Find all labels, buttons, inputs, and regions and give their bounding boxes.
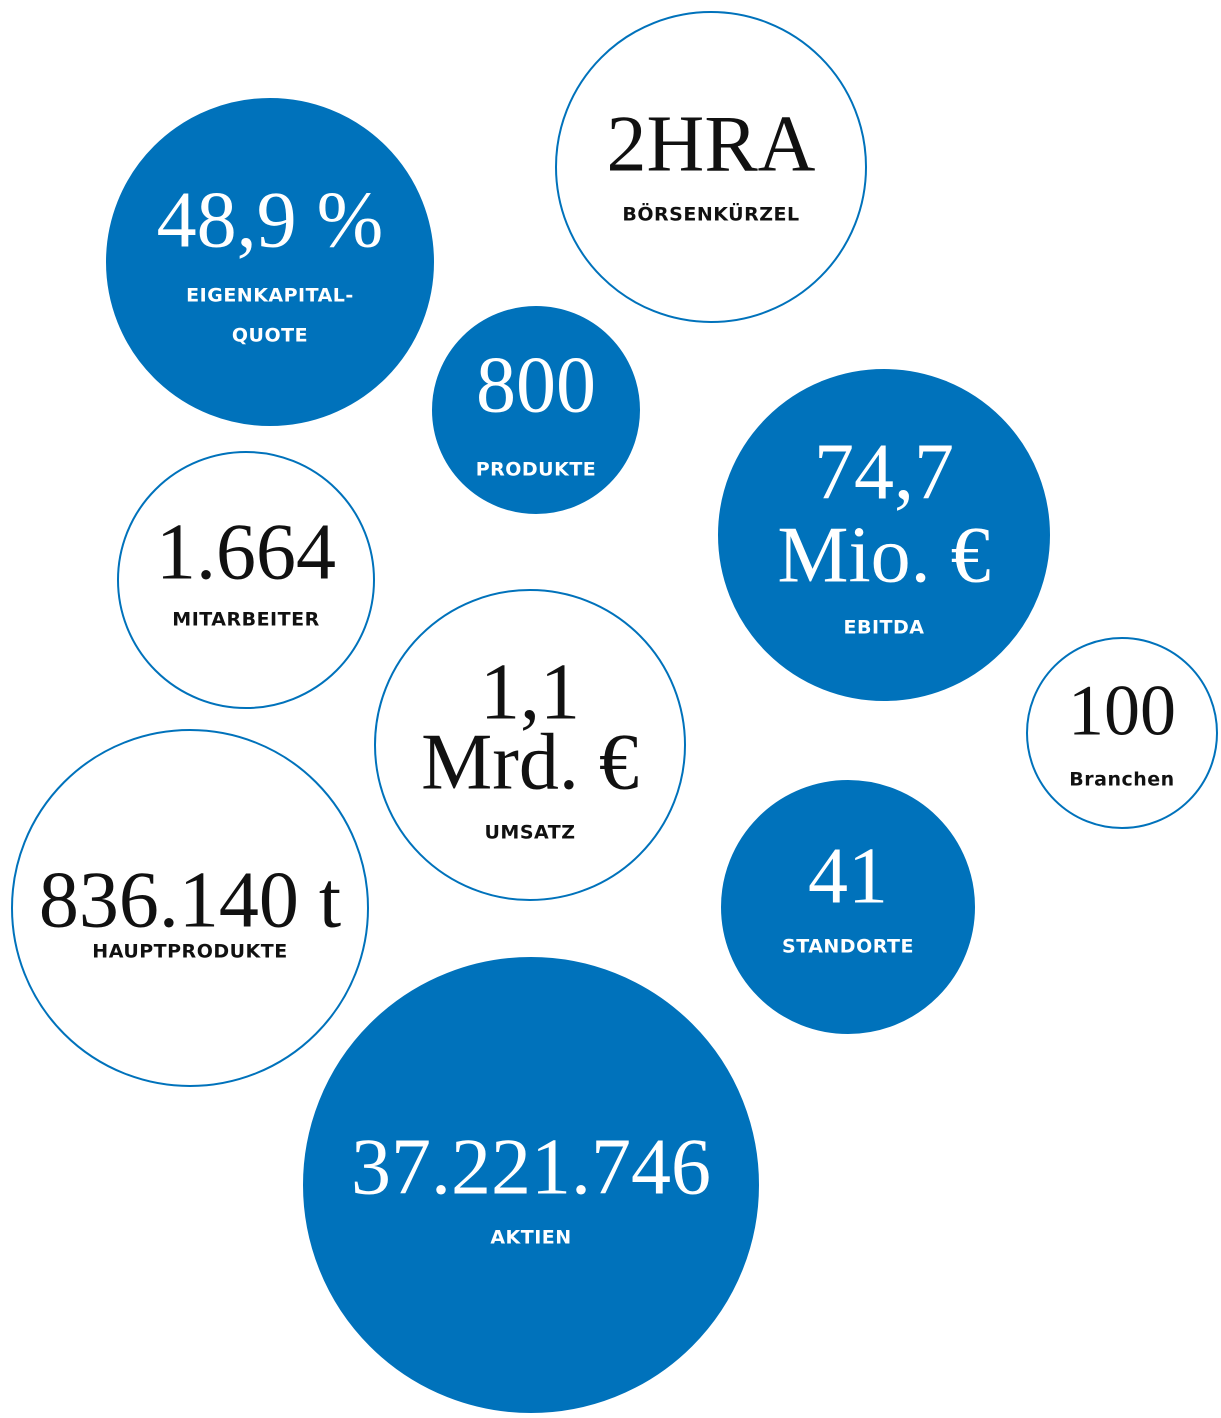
bubble <box>11 729 369 1087</box>
bubble <box>718 369 1050 701</box>
bubble-value: 836.140 t <box>39 856 341 944</box>
bubble-label: BÖRSENKÜRZEL <box>622 202 799 226</box>
bubble <box>555 11 867 323</box>
bubble <box>1026 637 1218 829</box>
bubble-label: STANDORTE <box>782 936 914 958</box>
bubble <box>374 589 686 901</box>
bubble-value: 37.221.746 <box>351 1123 711 1211</box>
bubble-value: 48,9 % <box>157 176 384 264</box>
bubble-label: EIGENKAPITAL- <box>186 285 354 307</box>
bubble-label: PRODUKTE <box>476 459 597 481</box>
bubble-label: EBITDA <box>844 617 925 639</box>
bubble-value: 2HRA <box>607 100 816 188</box>
bubble-label: MITARBEITER <box>172 609 319 631</box>
bubble-value: Mrd. € <box>421 718 639 806</box>
bubble-value: 41 <box>808 832 888 920</box>
bubble-label: Branchen <box>1069 769 1174 791</box>
bubble-value: 1,1 <box>480 648 580 736</box>
bubble <box>721 780 975 1034</box>
bubble-value: Mio. € <box>777 511 990 599</box>
bubble-label: HAUPTPRODUKTE <box>92 941 287 963</box>
bubble-value: 100 <box>1068 671 1176 751</box>
bubble-value: 74,7 <box>814 428 954 516</box>
bubble-value: 1.664 <box>156 508 336 596</box>
bubble <box>303 957 759 1413</box>
bubble <box>117 451 375 709</box>
bubble <box>432 306 640 514</box>
bubble <box>106 98 434 426</box>
bubble-label: QUOTE <box>232 325 308 347</box>
bubble-label: UMSATZ <box>485 822 576 844</box>
bubble-label: AKTIEN <box>490 1227 571 1249</box>
bubble-value: 800 <box>476 341 596 429</box>
